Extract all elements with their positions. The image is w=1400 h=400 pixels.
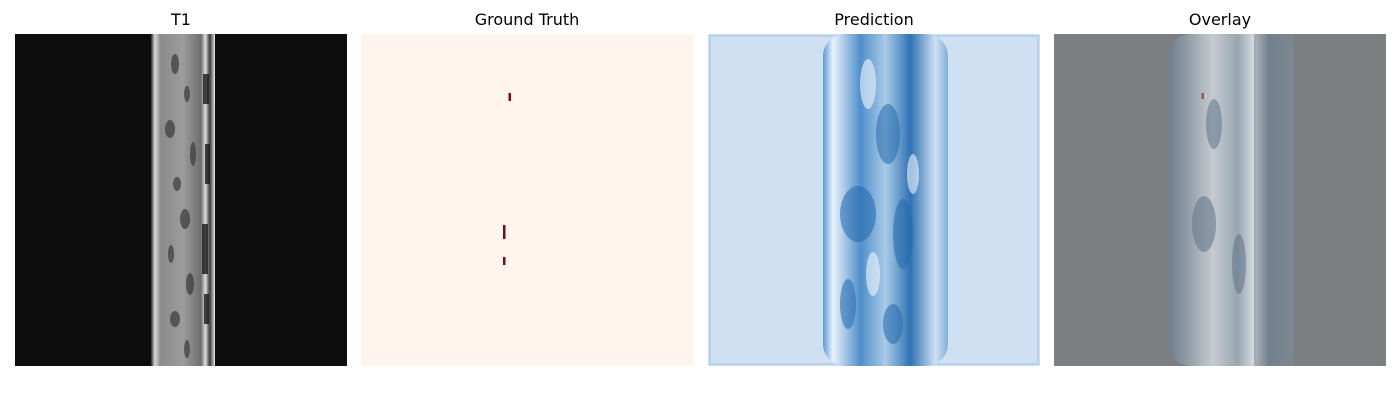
overlay-image [1054,34,1386,366]
lesion-mark [508,93,511,101]
panel-prediction: Prediction [708,0,1040,400]
t1-mri-image [15,34,347,366]
panel-title-t1: T1 [171,10,191,29]
panel-title-ground-truth: Ground Truth [474,10,580,29]
lesion-mark [503,257,506,265]
overlay-lesion-mark [1201,93,1204,99]
panel-overlay: Overlay [1054,0,1386,400]
panel-title-prediction: Prediction [834,10,914,29]
prediction-heatmap-image [708,34,1040,366]
ground-truth-mask-image [361,34,693,366]
panel-ground-truth: Ground Truth [361,0,693,400]
lesion-mark [503,225,506,239]
panel-t1: T1 [15,0,347,400]
panel-title-overlay: Overlay [1188,10,1252,29]
